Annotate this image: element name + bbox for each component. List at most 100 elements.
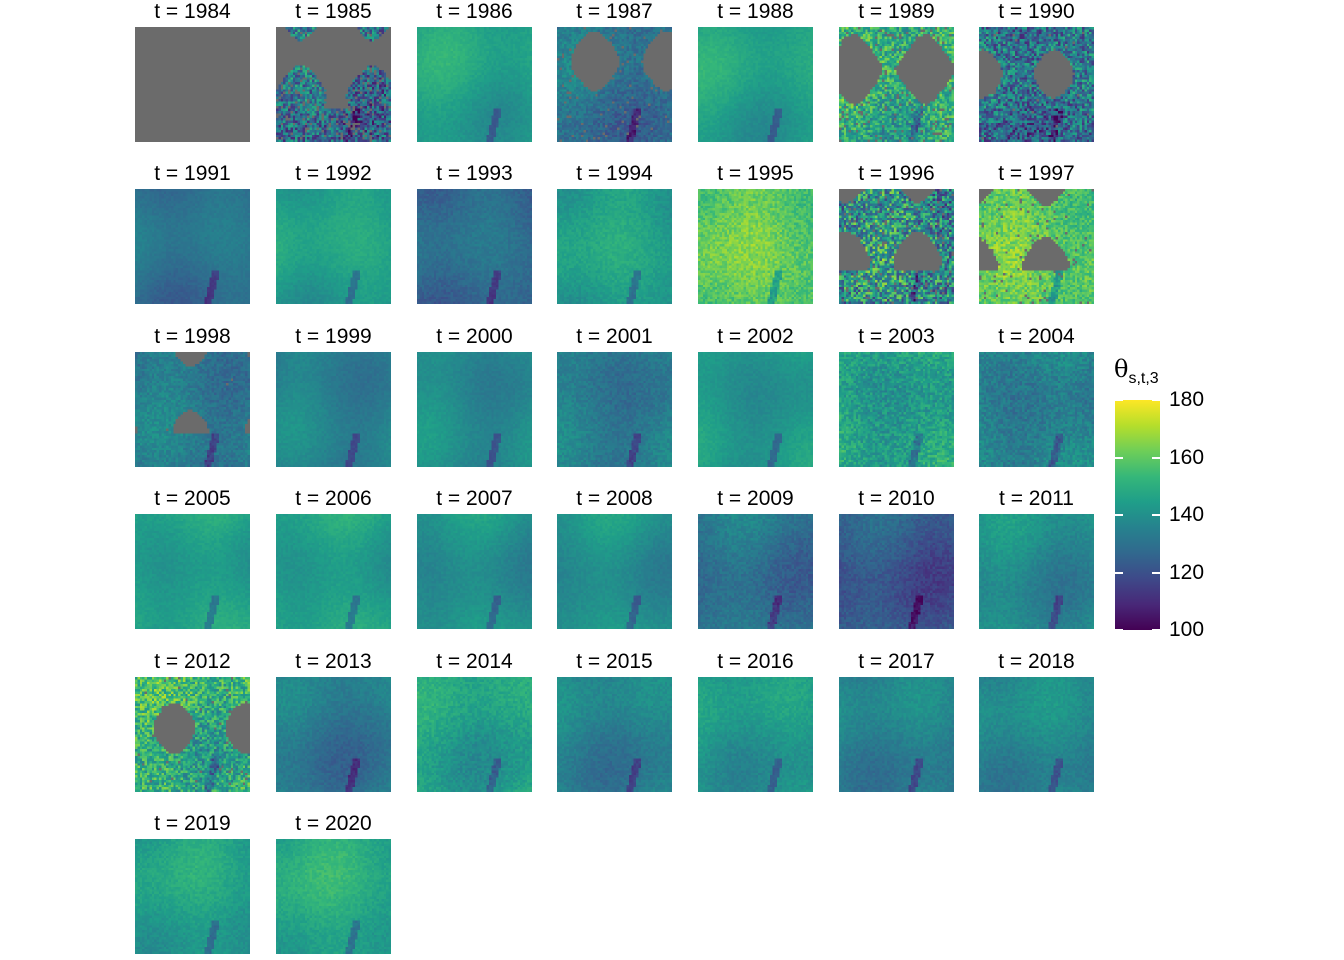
legend-tick-left xyxy=(1115,571,1123,574)
facet-heatmap-2000 xyxy=(417,352,532,467)
facet-panel-2013: t = 2013 xyxy=(276,650,391,792)
facet-heatmap-1991 xyxy=(135,189,250,304)
facet-title: t = 2015 xyxy=(576,650,653,673)
facet-heatmap-1997 xyxy=(979,189,1094,304)
facet-panel-1987: t = 1987 xyxy=(557,0,672,142)
facet-heatmap-1987 xyxy=(557,27,672,142)
facet-panel-1986: t = 1986 xyxy=(417,0,532,142)
facet-heatmap-1990 xyxy=(979,27,1094,142)
facet-title: t = 2018 xyxy=(998,650,1075,673)
facet-panel-1985: t = 1985 xyxy=(276,0,391,142)
facet-heatmap-2006 xyxy=(276,514,391,629)
facet-title: t = 1992 xyxy=(295,162,372,185)
facet-heatmap-1994 xyxy=(557,189,672,304)
facet-panel-2012: t = 2012 xyxy=(135,650,250,792)
legend-tick-label: 140 xyxy=(1169,503,1205,526)
facet-panel-1984: t = 1984 xyxy=(135,0,250,142)
legend-tick-right xyxy=(1152,456,1160,459)
facet-title: t = 1999 xyxy=(295,325,372,348)
facet-title: t = 1997 xyxy=(998,162,1075,185)
facet-title: t = 1998 xyxy=(154,325,231,348)
facet-title: t = 2009 xyxy=(717,487,794,510)
facet-heatmap-1988 xyxy=(698,27,813,142)
facet-panel-2000: t = 2000 xyxy=(417,325,532,467)
legend-tick-left xyxy=(1115,399,1123,401)
facet-panel-2014: t = 2014 xyxy=(417,650,532,792)
facet-title: t = 2016 xyxy=(717,650,794,673)
facet-title: t = 2007 xyxy=(436,487,513,510)
facet-panel-2001: t = 2001 xyxy=(557,325,672,467)
facet-panel-1996: t = 1996 xyxy=(839,162,954,304)
facet-title: t = 1996 xyxy=(858,162,935,185)
facet-panel-2018: t = 2018 xyxy=(979,650,1094,792)
facet-panel-2003: t = 2003 xyxy=(839,325,954,467)
facet-heatmap-2012 xyxy=(135,677,250,792)
legend-tick-label: 160 xyxy=(1169,445,1205,469)
facet-title: t = 2004 xyxy=(998,325,1075,348)
legend-tick-label: 180 xyxy=(1169,388,1205,411)
facet-heatmap-1992 xyxy=(276,189,391,304)
facet-title: t = 2019 xyxy=(154,812,231,835)
facet-title: t = 1986 xyxy=(436,0,513,23)
legend-title: θs,t,3 xyxy=(1114,355,1159,387)
facet-heatmap-2005 xyxy=(135,514,250,629)
facet-panel-2011: t = 2011 xyxy=(979,487,1094,629)
facet-panel-2015: t = 2015 xyxy=(557,650,672,792)
facet-panel-1989: t = 1989 xyxy=(839,0,954,142)
facet-heatmap-1986 xyxy=(417,27,532,142)
facet-title: t = 2017 xyxy=(858,650,935,673)
facet-panel-2009: t = 2009 xyxy=(698,487,813,629)
facet-panel-1995: t = 1995 xyxy=(698,162,813,304)
facet-heatmap-2014 xyxy=(417,677,532,792)
facet-heatmap-1996 xyxy=(839,189,954,304)
facet-title: t = 1984 xyxy=(154,0,231,23)
facet-title: t = 2020 xyxy=(295,812,372,835)
facet-heatmap-2007 xyxy=(417,514,532,629)
facet-panel-2002: t = 2002 xyxy=(698,325,813,467)
facet-heatmap-2016 xyxy=(698,677,813,792)
legend-tick-right xyxy=(1152,399,1160,401)
facet-title: t = 2011 xyxy=(999,487,1074,510)
legend-tick-right xyxy=(1152,514,1160,516)
facet-title: t = 2013 xyxy=(295,650,372,673)
facet-title: t = 1987 xyxy=(576,0,653,23)
facet-panel-2016: t = 2016 xyxy=(698,650,813,792)
facet-heatmap-1995 xyxy=(698,189,813,304)
legend-tick-left xyxy=(1115,514,1123,516)
legend-tick-label: 120 xyxy=(1169,560,1205,584)
facet-panel-2020: t = 2020 xyxy=(276,812,391,954)
facet-heatmap-2003 xyxy=(839,352,954,467)
facet-title: t = 1994 xyxy=(576,162,653,185)
facet-heatmap-2001 xyxy=(557,352,672,467)
facet-heatmap-2004 xyxy=(979,352,1094,467)
facet-panel-1993: t = 1993 xyxy=(417,162,532,304)
facet-panel-1992: t = 1992 xyxy=(276,162,391,304)
facet-heatmap-2015 xyxy=(557,677,672,792)
facet-panel-1990: t = 1990 xyxy=(979,0,1094,142)
facet-panel-2006: t = 2006 xyxy=(276,487,391,629)
facet-title: t = 2002 xyxy=(717,325,794,348)
facet-panel-1988: t = 1988 xyxy=(698,0,813,142)
facet-panel-2010: t = 2010 xyxy=(839,487,954,629)
facet-title: t = 1989 xyxy=(858,0,935,23)
facet-heatmap-2009 xyxy=(698,514,813,629)
facet-panel-1998: t = 1998 xyxy=(135,325,250,467)
facet-title: t = 1993 xyxy=(436,162,513,185)
facet-title: t = 2008 xyxy=(576,487,653,510)
facet-heatmap-2020 xyxy=(276,839,391,954)
facet-title: t = 2000 xyxy=(436,325,513,348)
facet-heatmap-2017 xyxy=(839,677,954,792)
color-legend: θs,t,3 180 160 140 120 100 xyxy=(1110,350,1230,650)
facet-title: t = 2010 xyxy=(858,487,935,510)
facet-heatmap-1985 xyxy=(276,27,391,142)
legend-tick-left xyxy=(1115,456,1123,459)
facet-panel-2005: t = 2005 xyxy=(135,487,250,629)
facet-title: t = 1995 xyxy=(717,162,794,185)
facet-title: t = 2014 xyxy=(436,650,513,673)
facet-title: t = 2001 xyxy=(576,325,653,348)
facet-panel-2017: t = 2017 xyxy=(839,650,954,792)
facet-panel-1991: t = 1991 xyxy=(135,162,250,304)
facet-panel-1997: t = 1997 xyxy=(979,162,1094,304)
legend-tick-right xyxy=(1152,571,1160,574)
